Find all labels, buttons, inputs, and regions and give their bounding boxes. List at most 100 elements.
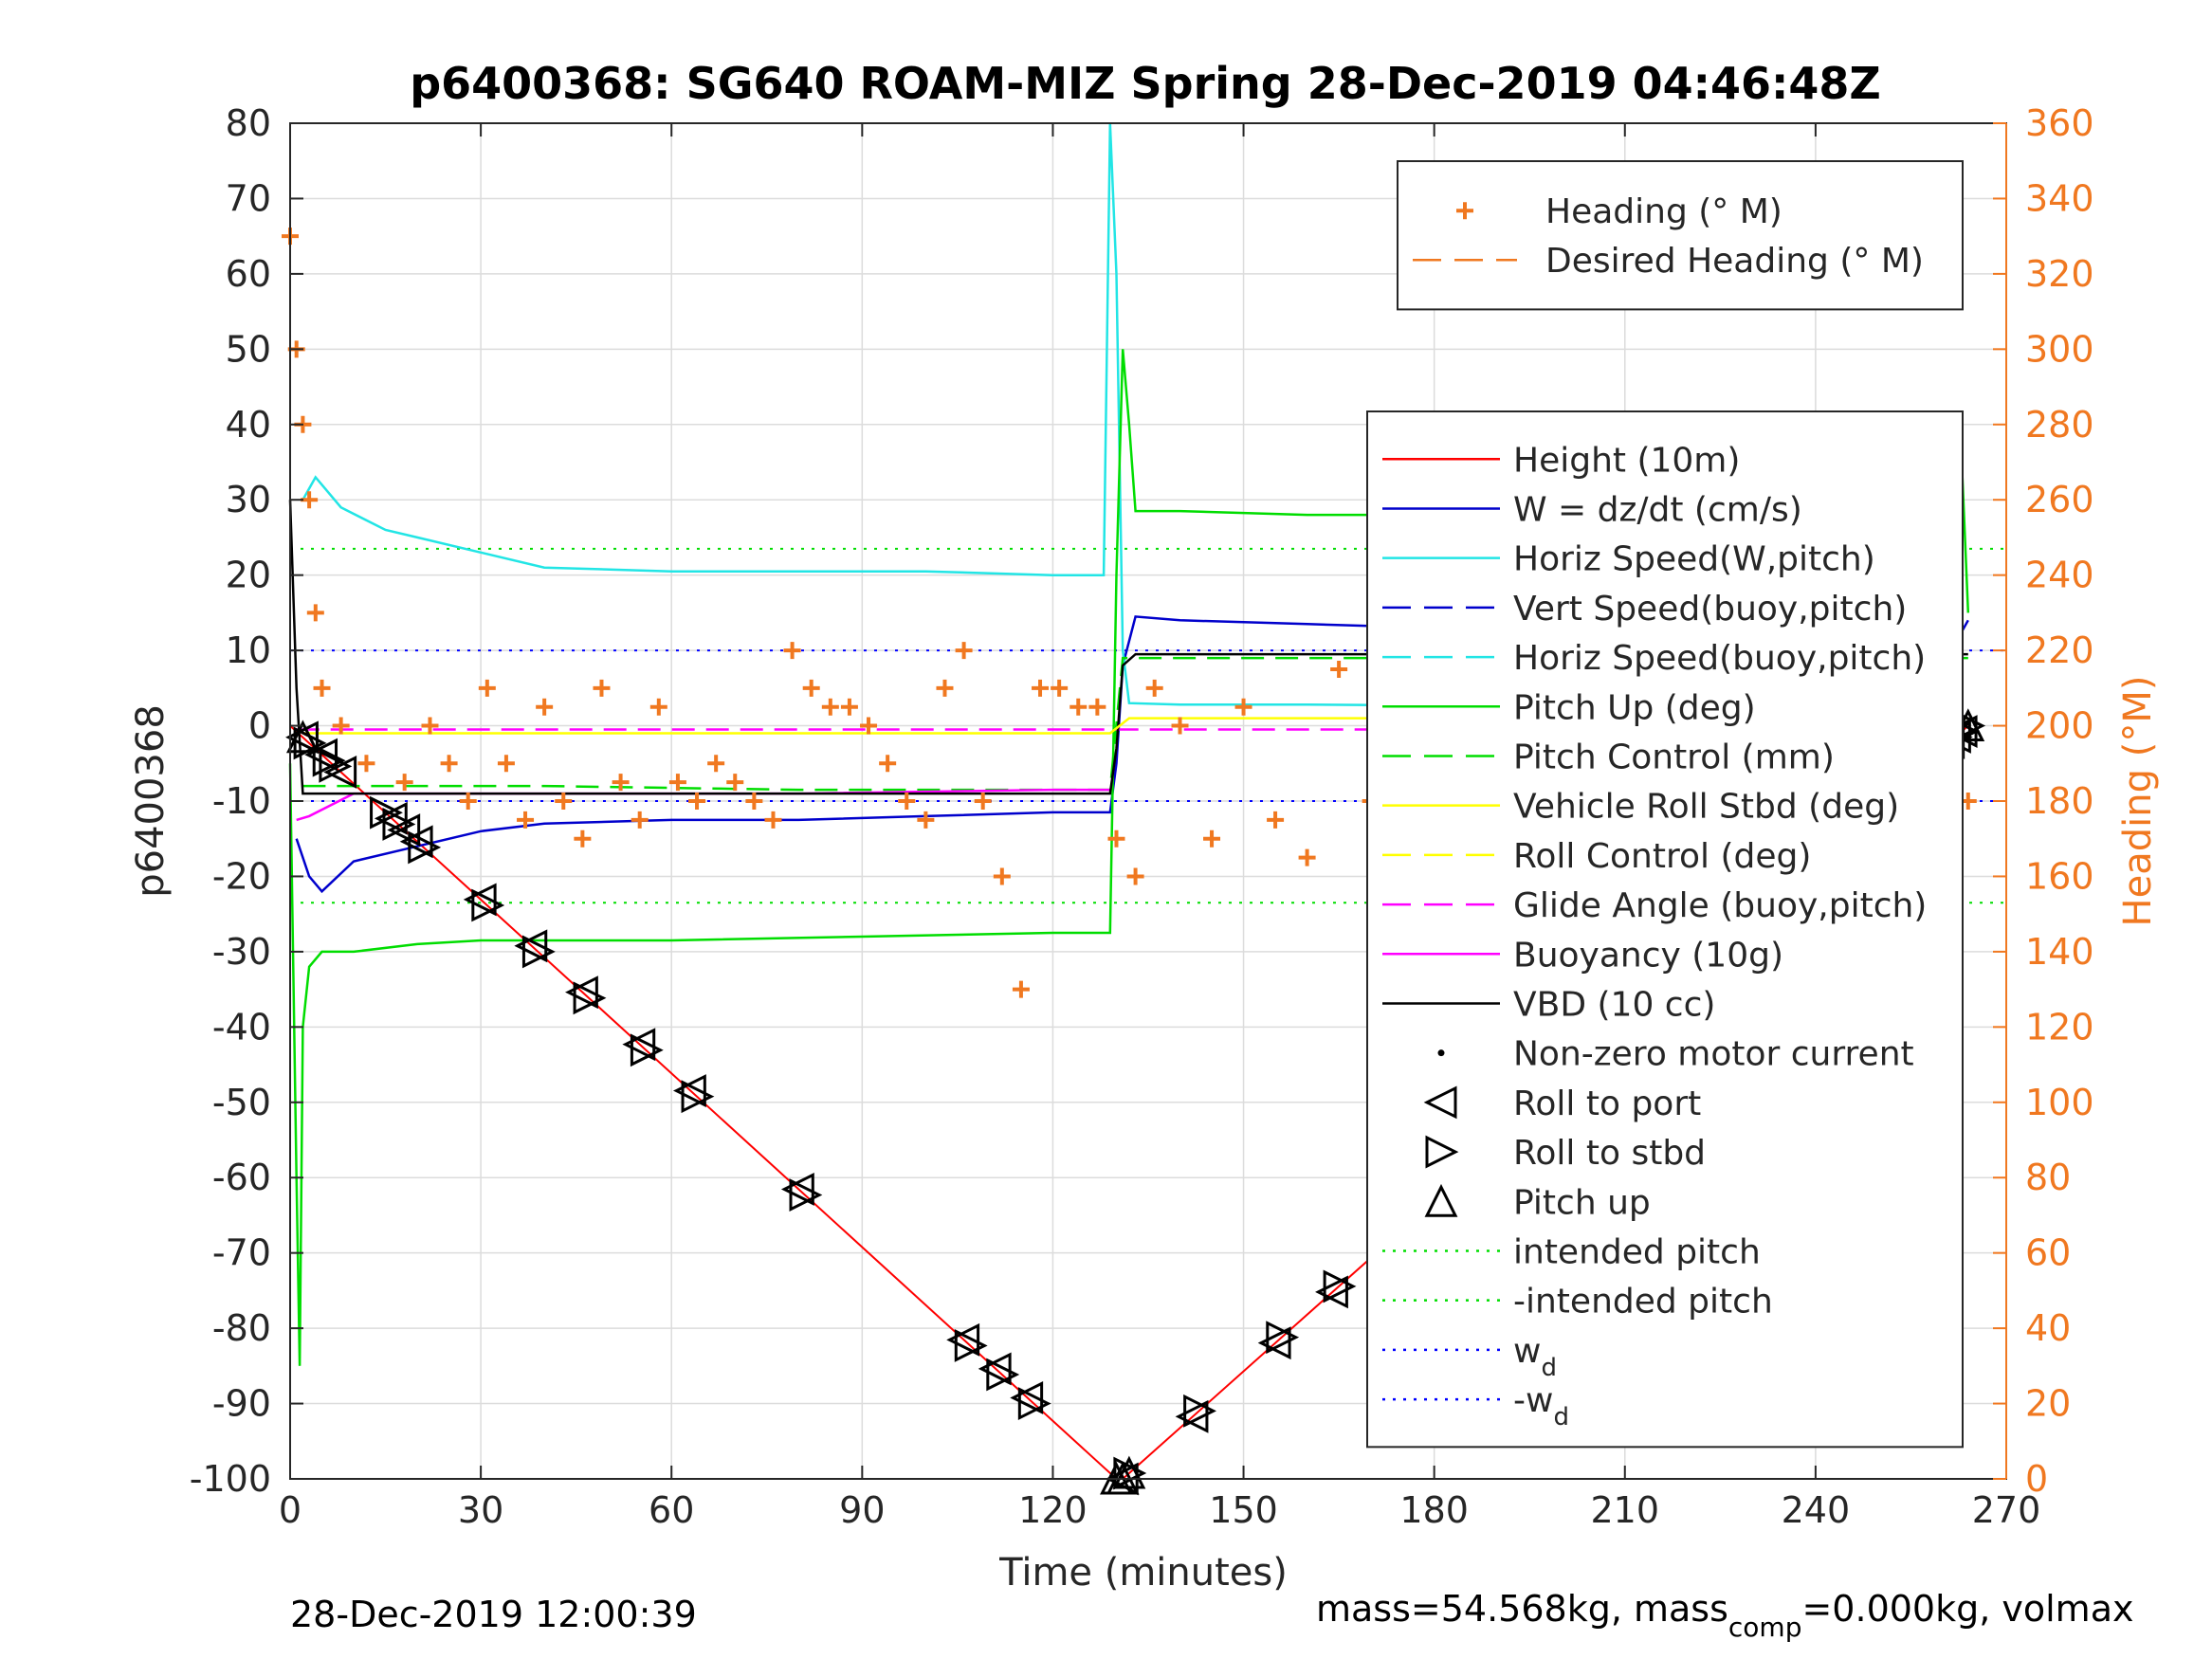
heading-point bbox=[306, 604, 324, 622]
y-tick-label-right: 240 bbox=[2025, 555, 2094, 596]
series-line-vbd-10-cc bbox=[288, 500, 1968, 795]
y-tick-label-right: 360 bbox=[2025, 102, 2094, 144]
heading-point bbox=[1051, 679, 1069, 697]
roll-to-stbd-marker bbox=[1183, 1394, 1216, 1428]
heading-point bbox=[301, 491, 319, 509]
y-tick-label-right: 320 bbox=[2025, 253, 2094, 295]
legend-main-label-sub: d bbox=[1541, 1354, 1557, 1382]
legend-main-label: VBD (10 cc) bbox=[1513, 985, 1715, 1024]
y-tick-label-right: 340 bbox=[2025, 177, 2094, 219]
y-tick-label-left: -10 bbox=[212, 780, 271, 822]
roll-to-port-marker bbox=[514, 929, 548, 963]
roll-to-stbd-marker bbox=[789, 1178, 823, 1212]
legend-main-sample-non-zero-motor-current bbox=[1437, 1049, 1445, 1057]
y-tick-label-left: -100 bbox=[190, 1458, 271, 1500]
heading-point bbox=[574, 830, 592, 848]
roll-to-stbd-marker bbox=[986, 1358, 1020, 1392]
legend-main-label: Pitch up bbox=[1513, 1183, 1651, 1222]
legend-main-label-text: Vehicle Roll Stbd (deg) bbox=[1513, 788, 1899, 827]
y-tick-label-left: -70 bbox=[212, 1232, 271, 1274]
roll-to-port-marker bbox=[946, 1322, 980, 1357]
heading-point bbox=[1145, 679, 1163, 697]
legend-main-label-text: Non-zero motor current bbox=[1513, 1035, 1914, 1074]
heading-point bbox=[668, 774, 686, 792]
x-tick-label: 150 bbox=[1209, 1489, 1278, 1531]
legend-main-label: Vehicle Roll Stbd (deg) bbox=[1513, 788, 1899, 827]
roll-to-stbd-marker bbox=[1266, 1321, 1300, 1355]
footer-mass-sub: comp bbox=[1728, 1612, 1802, 1643]
chart-title: p6400368: SG640 ROAM-MIZ Spring 28-Dec-2… bbox=[410, 58, 1881, 109]
y-axis-label-left: p6400368 bbox=[129, 704, 173, 898]
legend-main-label-text: Glide Angle (buoy,pitch) bbox=[1513, 886, 1927, 925]
heading-point bbox=[1330, 660, 1348, 678]
x-tick-label: 270 bbox=[1972, 1489, 2041, 1531]
heading-point bbox=[1203, 830, 1221, 848]
legend-main-label: Non-zero motor current bbox=[1513, 1035, 1914, 1074]
footer-mass-rest: =0.000kg, volmax bbox=[1801, 1588, 2133, 1630]
x-tick-label: 90 bbox=[839, 1489, 885, 1531]
legend-main-label-text: Vert Speed(buoy,pitch) bbox=[1513, 590, 1907, 629]
roll-to-stbd-marker bbox=[471, 888, 505, 922]
y-tick-label-right: 180 bbox=[2025, 780, 2094, 822]
y-tick-label-right: 200 bbox=[2025, 705, 2094, 747]
legend-main-label-text: Roll to port bbox=[1513, 1085, 1701, 1123]
roll-to-port-marker bbox=[374, 801, 408, 835]
footer-timestamp: 28-Dec-2019 12:00:39 bbox=[290, 1594, 697, 1635]
y-tick-label-left: 30 bbox=[226, 479, 271, 520]
legend-main-label-text: Height (10m) bbox=[1513, 441, 1740, 480]
roll-to-port-marker bbox=[780, 1173, 814, 1206]
x-tick-label: 120 bbox=[1018, 1489, 1088, 1531]
legend-main-label: Height (10m) bbox=[1513, 441, 1740, 480]
y-tick-label-right: 20 bbox=[2025, 1383, 2071, 1425]
y-tick-label-left: -40 bbox=[212, 1006, 271, 1048]
x-tick-label: 180 bbox=[1399, 1489, 1469, 1531]
y-tick-label-left: -30 bbox=[212, 931, 271, 973]
legend-main-box bbox=[1366, 410, 1964, 1449]
y-tick-label-left: 60 bbox=[226, 253, 271, 295]
roll-to-port-marker bbox=[1257, 1326, 1291, 1360]
x-tick-label: 210 bbox=[1591, 1489, 1660, 1531]
y-tick-label-left: 20 bbox=[226, 555, 271, 596]
heading-point bbox=[421, 717, 439, 735]
heading-point bbox=[898, 793, 916, 810]
heading-point bbox=[955, 642, 973, 660]
legend-main-label-text: VBD (10 cc) bbox=[1513, 985, 1715, 1024]
heading-point bbox=[1171, 717, 1189, 735]
legend-main-label: -wd bbox=[1513, 1381, 1569, 1431]
legend-main-label-text: Horiz Speed(buoy,pitch) bbox=[1513, 639, 1926, 678]
legend-main-label-text: intended pitch bbox=[1513, 1232, 1761, 1271]
heading-point bbox=[395, 774, 413, 792]
legend-main-label-sub: d bbox=[1553, 1403, 1569, 1431]
x-axis-label: Time (minutes) bbox=[998, 1551, 1288, 1595]
heading-point bbox=[936, 679, 954, 697]
series-line-pitch-control-mm bbox=[302, 656, 1968, 792]
heading-point bbox=[1032, 679, 1050, 697]
heading-point bbox=[332, 717, 350, 735]
heading-point bbox=[517, 811, 535, 829]
legend-main-sample-roll-to-port bbox=[1423, 1085, 1457, 1120]
y-tick-label-left: 50 bbox=[226, 328, 271, 370]
x-tick-label: 0 bbox=[279, 1489, 302, 1531]
heading-point bbox=[802, 679, 820, 697]
legend-main-label-text: Pitch Up (deg) bbox=[1513, 688, 1756, 727]
legend-main-sample-roll-to-stbd bbox=[1425, 1135, 1459, 1169]
heading-point bbox=[783, 642, 801, 660]
legend-main-label-text: Roll Control (deg) bbox=[1513, 837, 1811, 876]
y-tick-label-right: 60 bbox=[2025, 1232, 2071, 1274]
y-tick-label-right: 80 bbox=[2025, 1157, 2071, 1198]
legend-main: Height (10m) W = dz/dt (cm/s) Horiz Speed(… bbox=[1366, 410, 1964, 1449]
legend-main-label: Roll to stbd bbox=[1513, 1134, 1706, 1173]
legend-main-label-text: Horiz Speed(W,pitch) bbox=[1513, 540, 1875, 579]
axes-layer: 0 30 60 90 120 150 180 210 240 270 80 70 60 50 40 30 20 1… bbox=[190, 102, 2094, 1531]
roll-to-stbd-marker bbox=[370, 795, 403, 830]
roll-to-stbd-marker bbox=[319, 749, 353, 783]
roll-to-port-marker bbox=[387, 813, 421, 847]
roll-to-port-marker bbox=[285, 720, 319, 755]
y-tick-label-left: -60 bbox=[212, 1157, 271, 1198]
legend-main-label-text: W = dz/dt (cm/s) bbox=[1513, 490, 1802, 529]
y-tick-label-right: 0 bbox=[2025, 1458, 2048, 1500]
heading-point bbox=[593, 679, 611, 697]
heading-point bbox=[649, 698, 667, 716]
roll-to-port-marker bbox=[1010, 1381, 1044, 1414]
